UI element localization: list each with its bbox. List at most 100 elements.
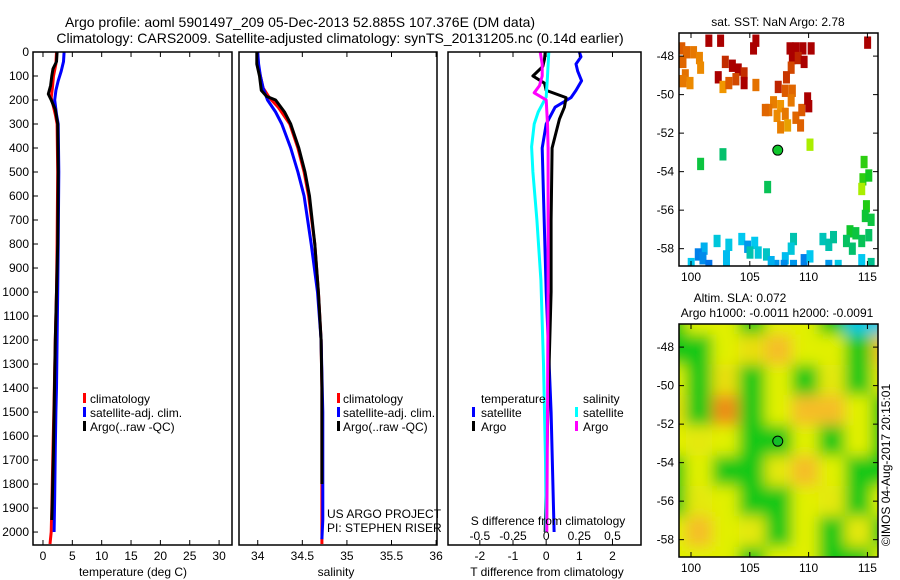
lon-tick-label: 115 xyxy=(858,270,877,284)
sla-cell xyxy=(871,324,878,336)
sst-cell xyxy=(761,103,769,117)
y-tick-label: 1400 xyxy=(2,381,29,395)
sla-map-subtitle: Argo h1000: -0.0011 h2000: -0.0091 xyxy=(681,306,874,320)
sst-cell xyxy=(865,169,873,182)
sst-cell xyxy=(719,80,727,94)
sla-cell xyxy=(791,324,820,336)
sla-cell xyxy=(765,334,793,366)
y-tick-label: 600 xyxy=(9,189,29,203)
legend-swatch-argo xyxy=(83,421,86,431)
sst-cell xyxy=(787,94,795,107)
legend-label-satellite: satellite-adj. clim. xyxy=(90,406,182,420)
sst-cell xyxy=(792,111,800,124)
sst-cell xyxy=(751,236,759,250)
sst-cell xyxy=(777,100,785,113)
sst-cell xyxy=(697,157,705,171)
sst-cell xyxy=(764,180,772,194)
lat-tick-label: -50 xyxy=(657,379,675,393)
series-line-s-satellite xyxy=(530,52,551,533)
sst-cell xyxy=(767,255,775,266)
sst-cell xyxy=(788,84,796,97)
legend-swatch-s-satellite xyxy=(575,407,578,417)
sst-cell xyxy=(679,55,687,69)
sst-map-title: sat. SST: NaN Argo: 2.78 xyxy=(711,15,845,29)
sla-cell xyxy=(844,455,873,487)
sst-cell xyxy=(825,238,833,252)
sst-cell xyxy=(774,80,782,94)
x-tick-label: 15 xyxy=(124,549,138,563)
sst-cell xyxy=(800,254,808,266)
legend-swatch-t-argo xyxy=(472,421,475,431)
legend-label-argo: Argo(..raw -QC) xyxy=(90,420,175,434)
sla-cell xyxy=(818,486,846,518)
map-frame xyxy=(678,323,879,558)
legend-label-s-argo: Argo xyxy=(583,420,609,434)
sst-cell xyxy=(679,42,686,55)
sst-cell xyxy=(842,234,850,248)
legend-label-satellite: satellite-adj. clim. xyxy=(343,406,435,420)
sst-cell xyxy=(806,250,814,263)
sla-cell xyxy=(712,324,740,336)
sst-cell xyxy=(738,232,746,246)
sla-cell xyxy=(738,486,767,518)
sst-cell xyxy=(865,229,873,242)
sst-cell xyxy=(734,63,742,76)
sst-cell xyxy=(705,34,713,47)
sla-cell xyxy=(818,546,846,557)
sla-cell xyxy=(679,364,687,396)
salinity-legend: climatology satellite-adj. clim. Argo(..… xyxy=(337,392,435,434)
sla-cell xyxy=(712,486,740,518)
sst-cell xyxy=(762,248,770,261)
sla-cell xyxy=(685,324,714,336)
sst-cell xyxy=(846,225,854,238)
sst-cell xyxy=(792,42,800,55)
sla-cell xyxy=(685,546,714,557)
y-tick-label: 200 xyxy=(9,93,29,107)
sst-cell xyxy=(784,119,792,132)
sla-cell xyxy=(738,425,767,457)
sla-cell xyxy=(765,364,793,396)
legend-swatch-climatology xyxy=(337,393,340,403)
sst-cell xyxy=(787,242,795,255)
sst-cell xyxy=(697,61,705,74)
sla-cell xyxy=(791,364,820,396)
sla-cell xyxy=(679,395,687,427)
legend-heading-salinity: salinity xyxy=(583,392,620,406)
sla-cell xyxy=(712,425,740,457)
legend-swatch-satellite xyxy=(83,407,86,417)
sst-cell xyxy=(825,259,833,266)
sst-cell xyxy=(858,182,866,196)
sla-cell xyxy=(712,395,740,427)
legend-label-t-satellite: satellite xyxy=(481,406,522,420)
argo-position-marker xyxy=(772,144,784,156)
sst-cell xyxy=(819,232,827,246)
axes-frame xyxy=(447,51,642,546)
x2-tick-label: 0.25 xyxy=(568,529,592,543)
sla-cell xyxy=(679,546,687,557)
sla-cell xyxy=(679,486,687,518)
y-tick-label: 800 xyxy=(9,237,29,251)
sla-cell xyxy=(844,516,873,548)
sst-cell xyxy=(700,242,708,255)
x-tick-label: 34.5 xyxy=(291,549,315,563)
sst-cell xyxy=(804,92,812,105)
plot-area xyxy=(46,52,66,545)
lat-tick-label: -56 xyxy=(657,494,675,508)
x2-tick-label: 0 xyxy=(543,529,550,543)
x-tick-label: 35.5 xyxy=(380,549,404,563)
y-tick-label: 0 xyxy=(22,45,29,59)
lat-tick-label: -52 xyxy=(657,417,675,431)
sst-cell xyxy=(805,100,813,113)
x-tick-label: 10 xyxy=(95,549,109,563)
sla-cell xyxy=(712,334,740,366)
sla-cell xyxy=(712,546,740,557)
sst-cell xyxy=(772,259,780,266)
sla-cell xyxy=(765,324,793,336)
legend-label-climatology: climatology xyxy=(343,392,403,406)
sst-cell xyxy=(780,259,788,266)
sla-cell xyxy=(844,324,873,336)
sst-cell xyxy=(861,209,869,223)
lat-tick-label: -52 xyxy=(657,126,675,140)
series-line-argo-raw-qc- xyxy=(255,52,324,484)
